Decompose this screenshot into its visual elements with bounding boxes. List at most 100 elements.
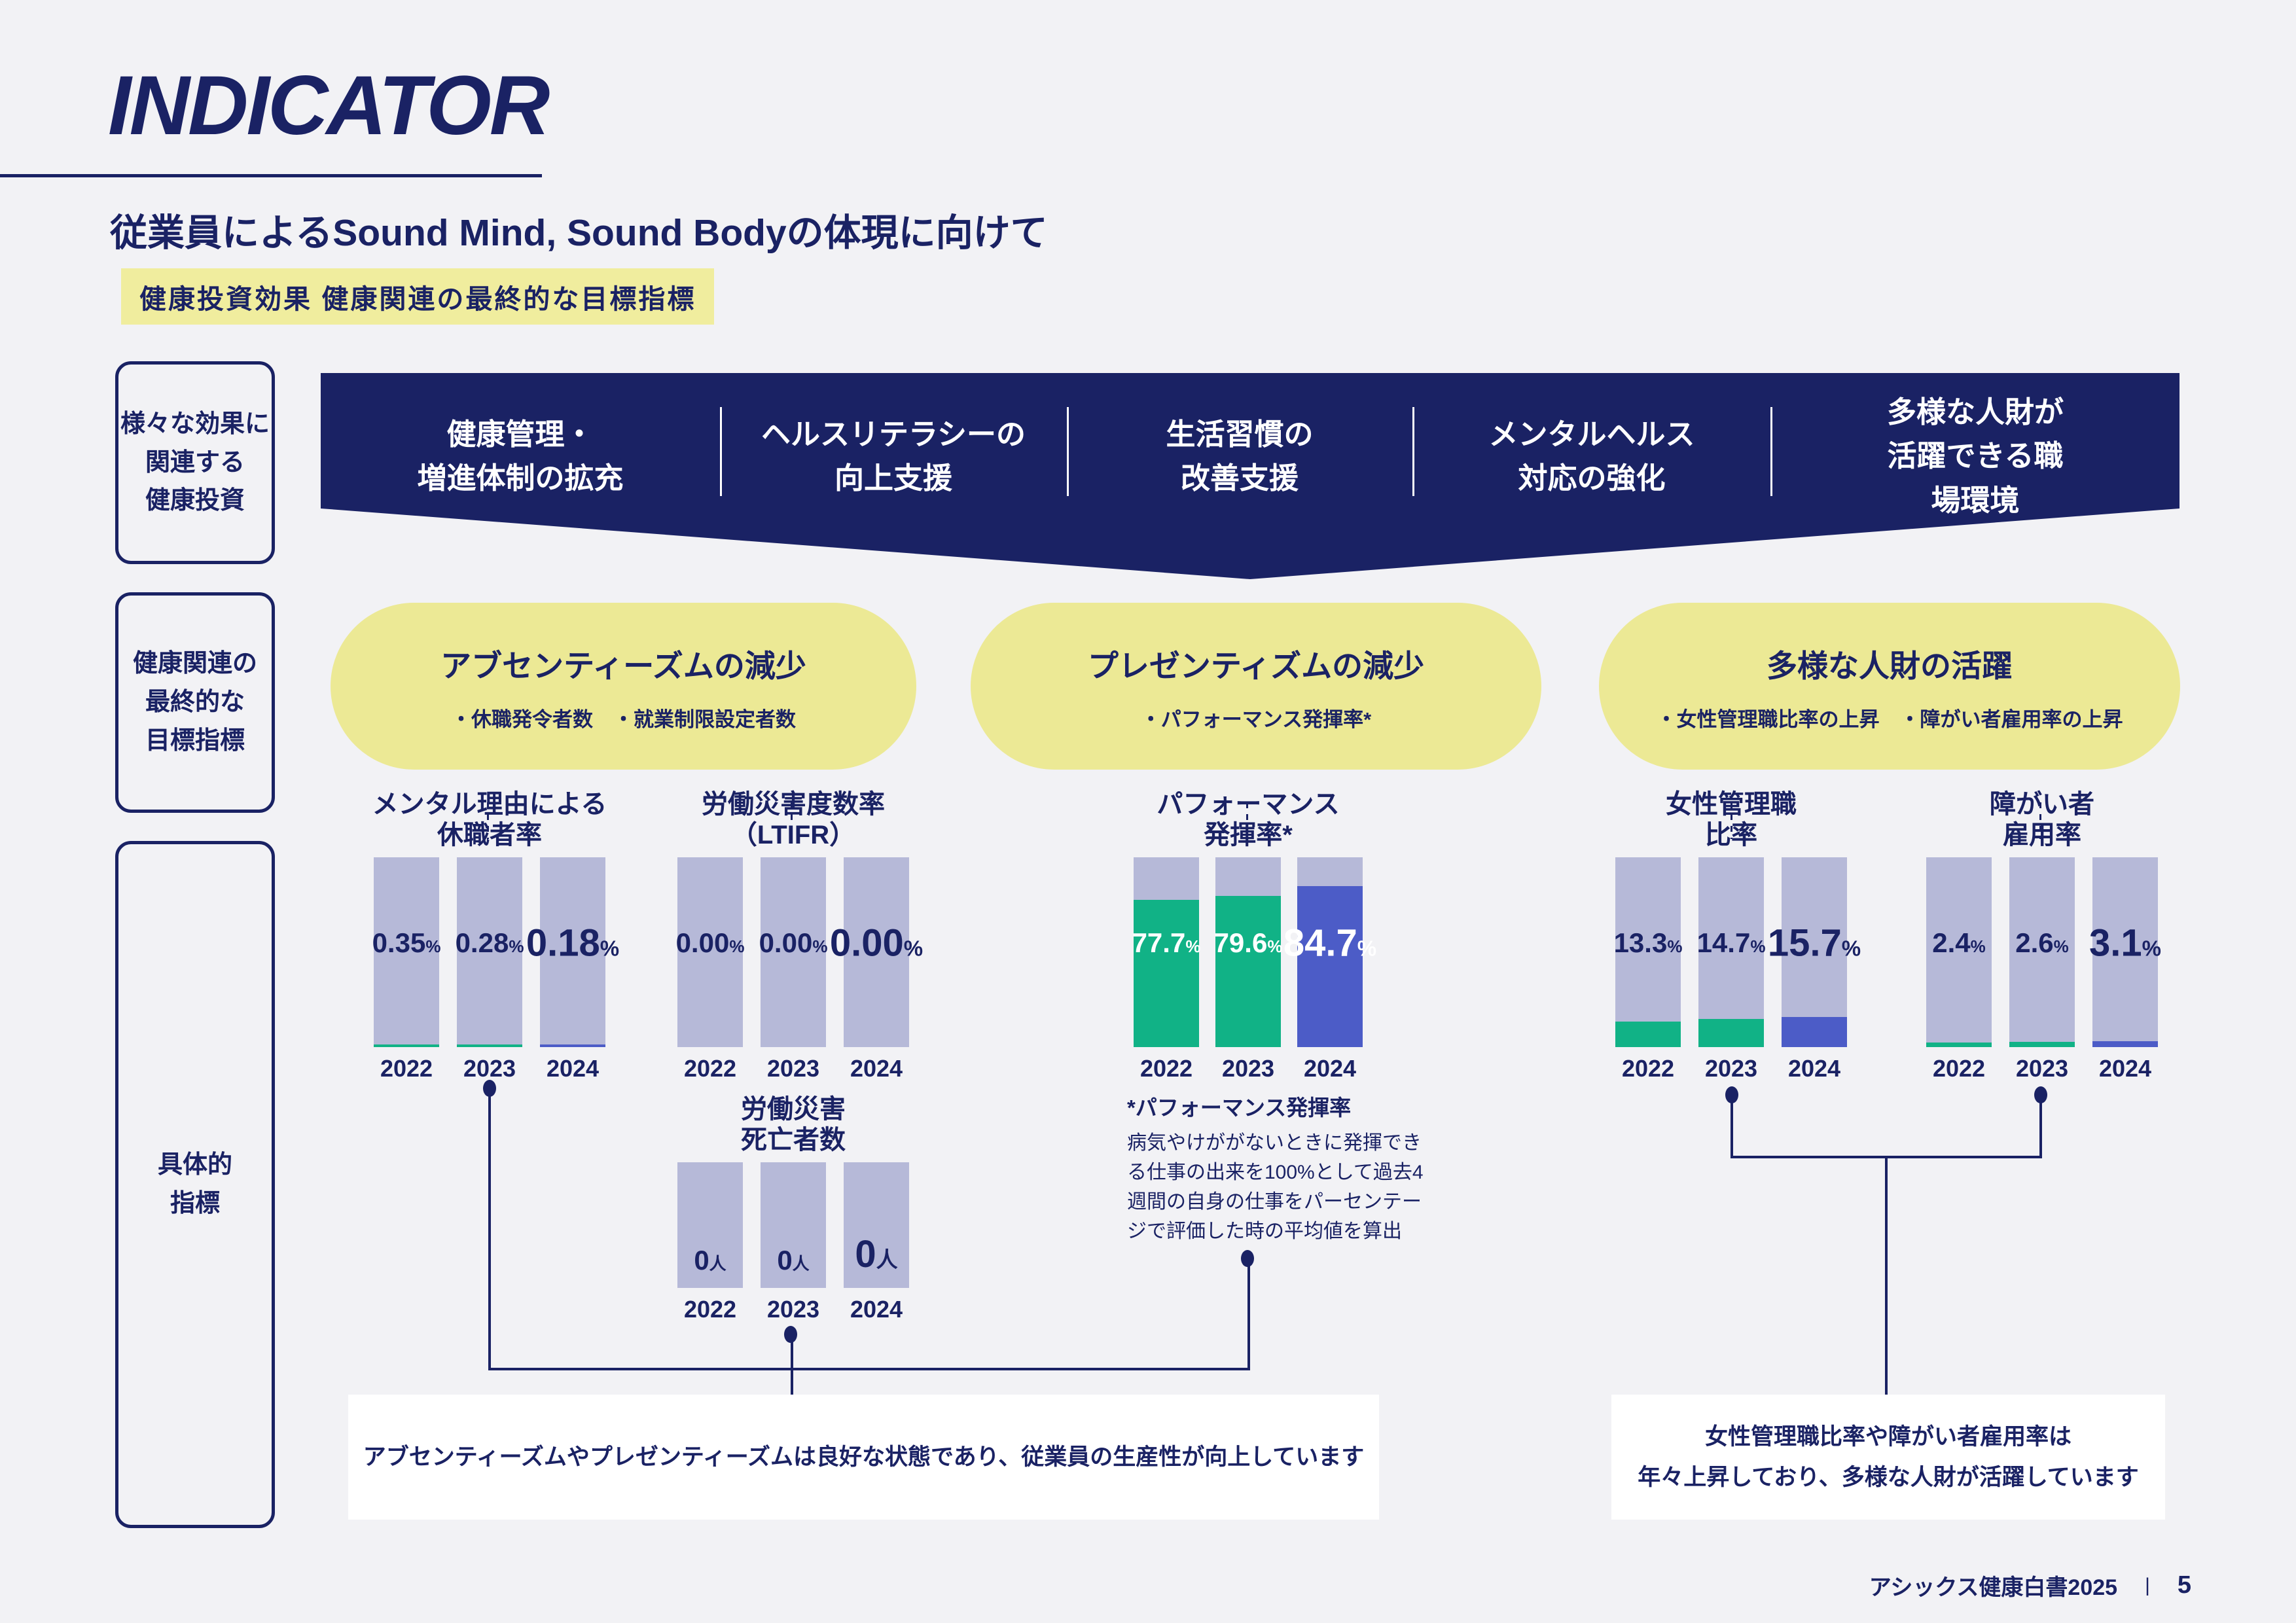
- chart-title: 障がい者 雇用率: [1990, 789, 2094, 849]
- connector-line: [1247, 1264, 1250, 1369]
- value-number: 0: [855, 1233, 876, 1275]
- title-underline: [0, 174, 542, 177]
- value-number: 84.7: [1283, 921, 1357, 964]
- year-label: 2023: [766, 1296, 820, 1323]
- value-number: 15.7: [1767, 921, 1842, 964]
- chart-title: 労働災害 死亡者数: [741, 1094, 846, 1154]
- year-label: 2022: [1139, 1055, 1193, 1082]
- chart-title: メンタル理由による 休職者率: [372, 789, 607, 849]
- bar-2024: 84.7%: [1283, 857, 1376, 1047]
- banner-item-label: 多様な人財が 活躍できる職場環境: [1886, 395, 2064, 517]
- value-number: 0.28: [455, 927, 509, 958]
- document-title: アシックス健康白書2025: [1869, 1575, 2118, 1600]
- bar-fill-2022: [1926, 1043, 1992, 1047]
- value-unit: %: [903, 936, 924, 960]
- bar-value-2022: 0.35%: [372, 927, 441, 959]
- connector-line: [1885, 1156, 1888, 1395]
- value-unit: %: [600, 936, 620, 960]
- chart-years: 2022 2023 2024: [677, 1055, 909, 1082]
- chart-title: 女性管理職 比率: [1666, 789, 1797, 849]
- value-unit: %: [509, 936, 524, 956]
- chart-bars: 0.00% 0.00% 0.00%: [676, 857, 923, 1047]
- value-number: 14.7: [1696, 927, 1751, 958]
- bar-value-2024: 3.1%: [2089, 921, 2161, 965]
- page-subtitle: 従業員によるSound Mind, Sound Bodyの体現に向けて: [110, 212, 1048, 254]
- connector-line: [1731, 1102, 1733, 1157]
- goal-title: 多様な人財の活躍: [1767, 648, 2013, 683]
- bar-2022: 77.7%: [1132, 857, 1201, 1047]
- chart-performance-rate: パフォーマンス 発揮率* 77.7% 79.6% 84.7% 2022 2023 2024: [1132, 790, 1377, 1082]
- bar-fill-2023: [1698, 1019, 1764, 1047]
- performance-footnote: *パフォーマンス発揮率 病気やけががないときに発揮でき る仕事の出来を100%と…: [1127, 1090, 1435, 1246]
- year-label: 2022: [683, 1055, 737, 1082]
- chart-mental-leave-rate: メンタル理由による 休職者率 0.35% 0.28% 0.18% 2022 2023 202…: [372, 790, 620, 1082]
- value-unit: 人: [709, 1254, 726, 1274]
- bar-value-2023: 0人: [777, 1245, 809, 1276]
- page-title: INDICATOR: [108, 59, 550, 152]
- row-label-text: 様々な効果に 関連する 健康投資: [120, 410, 270, 515]
- dashed-connector: [1731, 802, 1732, 839]
- value-number: 0.00: [829, 921, 904, 964]
- bar-value-2023: 0.00%: [759, 927, 828, 959]
- connector-dot: [2034, 1086, 2047, 1103]
- page-number: 5: [2177, 1571, 2191, 1599]
- year-label: 2023: [766, 1055, 820, 1082]
- connector-line: [488, 1089, 491, 1369]
- bar-value-2022: 77.7%: [1132, 927, 1201, 959]
- chart-years: 2022 2023 2024: [1926, 1055, 2158, 1082]
- bar-fill-2024: [1782, 1017, 1847, 1047]
- bar-value-2024: 15.7%: [1768, 921, 1861, 965]
- connector-dot: [483, 1080, 496, 1097]
- year-label: 2023: [463, 1055, 516, 1082]
- bar-2022: 0.35%: [372, 857, 441, 1047]
- bar-2022: 13.3%: [1614, 857, 1683, 1047]
- year-label: 2022: [1932, 1055, 1986, 1082]
- bar-2023: 0.28%: [456, 857, 524, 1047]
- bar-2022: 0.00%: [676, 857, 745, 1047]
- bar-2024: 15.7%: [1768, 857, 1861, 1047]
- value-unit: %: [2142, 936, 2161, 960]
- year-label: 2023: [1704, 1055, 1758, 1082]
- year-label: 2024: [850, 1296, 903, 1323]
- goal-indicators: ・女性管理職比率の上昇 ・障がい者雇用率の上昇: [1656, 707, 2123, 731]
- chart-female-manager-rate: 女性管理職 比率 13.3% 14.7% 15.7% 2022 2023 2024: [1614, 790, 1861, 1082]
- bar-value-2022: 0.00%: [676, 927, 745, 959]
- chart-bars: 2.4% 2.6% 3.1%: [1926, 857, 2161, 1047]
- bar-2023: 2.6%: [2009, 857, 2075, 1047]
- value-unit: %: [1841, 936, 1861, 960]
- connector-dot: [784, 1326, 797, 1343]
- chart-years: 2022 2023 2024: [1615, 1055, 1847, 1082]
- goal-bubble: 多様な人財の活躍・女性管理職比率の上昇 ・障がい者雇用率の上昇: [1599, 603, 2180, 770]
- dashed-connector: [2039, 802, 2041, 839]
- goal-bubble: アブセンティーズムの減少 ・休職発令者数 ・就業制限設定者数: [331, 603, 916, 770]
- bar-value-2024: 84.7%: [1283, 921, 1376, 965]
- value-unit: %: [1667, 936, 1683, 956]
- value-number: 77.7: [1132, 927, 1186, 958]
- bar-2024: 0.00%: [830, 857, 923, 1047]
- value-unit: %: [729, 936, 745, 956]
- value-unit: %: [812, 936, 828, 956]
- connector-line: [2039, 1102, 2042, 1157]
- chart-disability-employment-rate: 障がい者 雇用率 2.4% 2.6% 3.1% 2022 2023 2024: [1926, 790, 2161, 1082]
- bar-value-2023: 14.7%: [1697, 927, 1766, 959]
- goal-bubble: プレゼンティズムの減少 ・パフォーマンス発揮率*: [971, 603, 1541, 770]
- row-label-box: 様々な効果に 関連する 健康投資: [115, 361, 275, 564]
- year-label: 2022: [1621, 1055, 1675, 1082]
- value-number: 0.00: [759, 927, 813, 958]
- row-label-box: 健康関連の 最終的な 目標指標: [115, 592, 275, 813]
- value-unit: %: [1970, 936, 1986, 956]
- bar-value-2023: 0.28%: [456, 927, 524, 959]
- bar-fill-2022: [374, 1044, 439, 1047]
- row-label-text: 健康関連の 最終的な 目標指標: [132, 650, 257, 755]
- health-investment-banner: 健康管理・ 増進体制の拡充 ヘルスリテラシーの 向上支援 生活習慣の 改善支援 メンタ…: [321, 373, 2179, 579]
- chart-title: パフォーマンス 発揮率*: [1157, 789, 1340, 849]
- chart-years: 2022 2023 2024: [374, 1055, 605, 1082]
- banner-item-label: 健康管理・ 増進体制の拡充: [417, 417, 624, 495]
- bar-2024: 3.1%: [2089, 857, 2161, 1047]
- dashed-connector: [487, 802, 489, 839]
- row-label-text: 具体的 指標: [157, 1151, 232, 1217]
- value-number: 0.18: [526, 921, 600, 964]
- page-footer: アシックス健康白書2025 | 5: [1869, 1569, 2191, 1601]
- connector-line: [791, 1339, 793, 1395]
